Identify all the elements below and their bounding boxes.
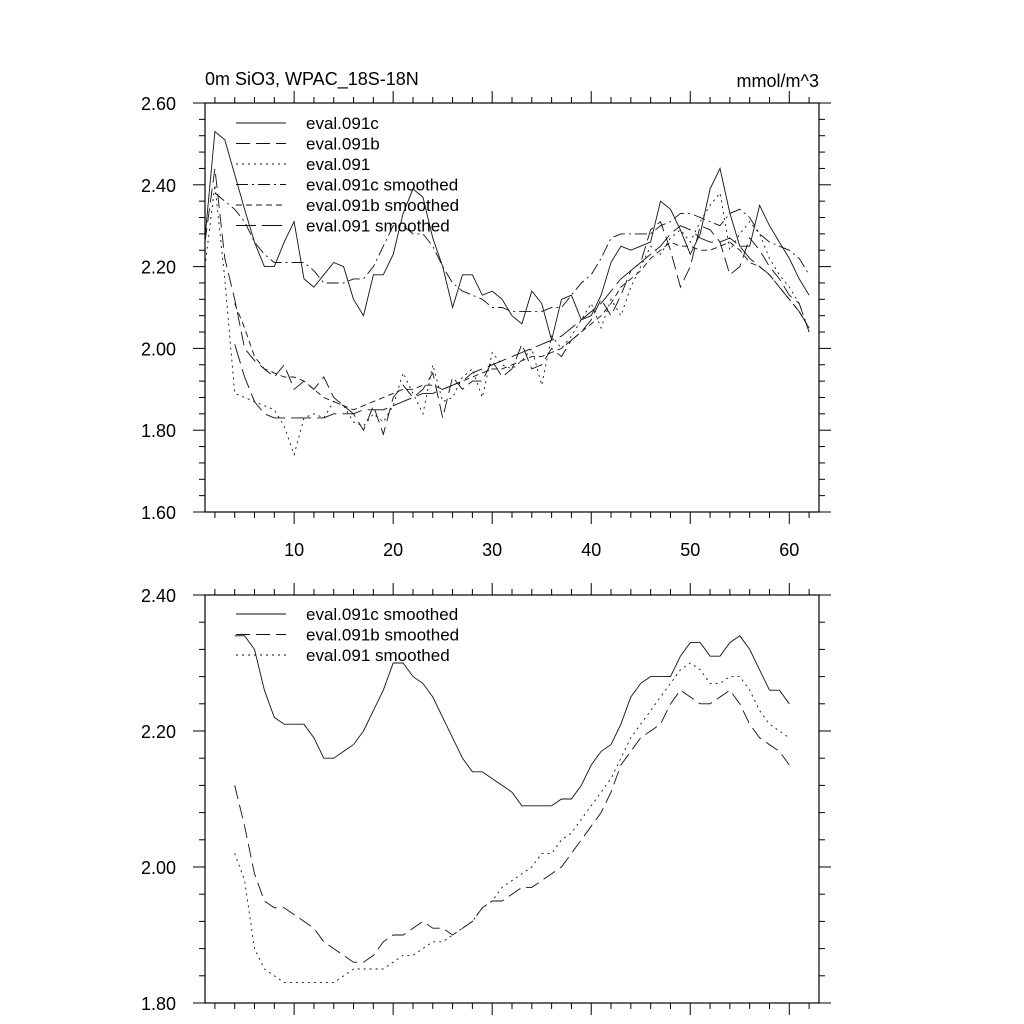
x-tick-label: 40 (581, 540, 601, 560)
legend-label: eval.091b smoothed (306, 196, 459, 215)
legend-label: eval.091 (306, 155, 370, 174)
x-tick-label: 10 (284, 540, 304, 560)
y-tick-label: 2.40 (141, 176, 176, 196)
legend-label: eval.091 smoothed (306, 217, 450, 236)
y-tick-label: 2.20 (141, 722, 176, 742)
y-tick-label: 1.80 (141, 994, 176, 1014)
series-line-eval-091-smoothed (234, 225, 810, 419)
legend-label: eval.091 smoothed (306, 646, 450, 665)
y-tick-label: 2.00 (141, 339, 176, 359)
series-line-eval-091c-smoothed (234, 635, 790, 807)
y-tick-label: 1.80 (141, 421, 176, 441)
x-tick-label: 60 (779, 540, 799, 560)
series-line-eval-091b-smoothed (234, 241, 810, 411)
series-line-eval-091-smoothed (234, 662, 790, 984)
series-line-eval-091c (204, 130, 810, 341)
units-label: mmol/m^3 (737, 71, 819, 91)
x-tick-label: 30 (482, 540, 502, 560)
bottom-panel: 1.80 2.00 2.20 2.40 eval.091c smoothed eval.0… (141, 583, 831, 1015)
plot-frame (204, 102, 820, 513)
top-panel: 10 20 30 40 50 60 1.60 1.80 2.00 2.20 2.40 2.60 0m S… (141, 69, 831, 560)
y-tick-label: 2.60 (141, 94, 176, 114)
y-tick-label: 1.60 (141, 503, 176, 523)
legend-label: eval.091b (306, 135, 380, 154)
y-tick-label: 2.20 (141, 258, 176, 278)
chart-title: 0m SiO3, WPAC_18S-18N (205, 69, 419, 90)
y-tick-label: 2.40 (141, 586, 176, 606)
legend-label: eval.091c smoothed (306, 176, 458, 195)
y-tick-label: 2.00 (141, 858, 176, 878)
plot-frame (204, 594, 820, 1004)
series-line-eval-091b (204, 168, 810, 436)
x-tick-label: 20 (383, 540, 403, 560)
legend-label: eval.091c (306, 114, 379, 133)
series-line-eval-091c-smoothed (214, 192, 810, 313)
legend-label: eval.091c smoothed (306, 605, 458, 624)
x-tick-label: 50 (680, 540, 700, 560)
series-line-eval-091b-smoothed (234, 689, 790, 963)
legend-label: eval.091b smoothed (306, 626, 459, 645)
